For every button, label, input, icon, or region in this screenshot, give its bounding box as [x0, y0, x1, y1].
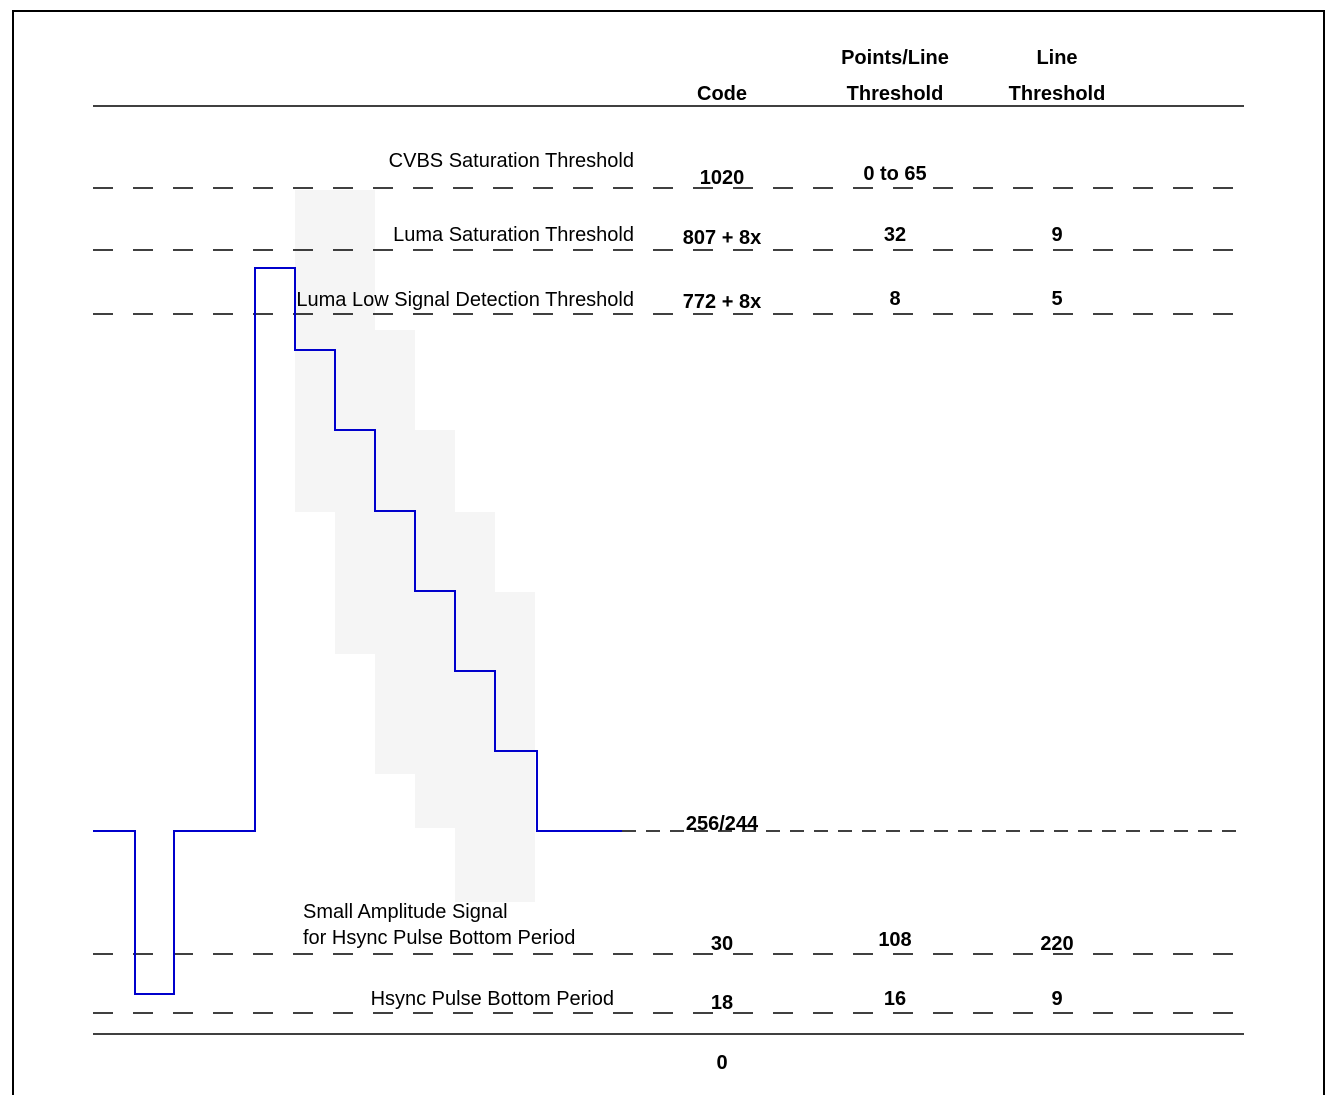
code-luma-low: 772 + 8x [683, 291, 761, 313]
points-cvbs: 0 to 65 [863, 163, 926, 185]
header-points-line: Points/Line [841, 47, 949, 69]
video-waveform [93, 267, 622, 995]
label-cvbs-saturation: CVBS Saturation Threshold [389, 150, 634, 172]
label-luma-low-signal: Luma Low Signal Detection Threshold [296, 289, 634, 311]
code-cvbs: 1020 [700, 167, 745, 189]
code-zero: 0 [716, 1052, 727, 1074]
header-points-threshold: Threshold [847, 83, 944, 105]
header-line-threshold: Threshold [1009, 83, 1106, 105]
line-luma-sat: 9 [1051, 224, 1062, 246]
diagram-frame [12, 10, 1325, 1095]
line-hsync: 9 [1051, 988, 1062, 1010]
label-small-amplitude-2: for Hsync Pulse Bottom Period [303, 927, 575, 949]
code-luma-sat: 807 + 8x [683, 227, 761, 249]
code-small-amp: 30 [711, 933, 733, 955]
label-hsync-bottom: Hsync Pulse Bottom Period [371, 988, 614, 1010]
points-small-amp: 108 [878, 929, 911, 951]
points-luma-sat: 32 [884, 224, 906, 246]
points-luma-low: 8 [889, 288, 900, 310]
label-small-amplitude-1: Small Amplitude Signal [303, 901, 508, 923]
code-hsync: 18 [711, 992, 733, 1014]
header-code: Code [697, 83, 747, 105]
line-luma-low: 5 [1051, 288, 1062, 310]
points-hsync: 16 [884, 988, 906, 1010]
header-line: Line [1036, 47, 1077, 69]
code-blank-level: 256/244 [686, 813, 759, 835]
label-luma-saturation: Luma Saturation Threshold [393, 224, 634, 246]
line-small-amp: 220 [1040, 933, 1073, 955]
